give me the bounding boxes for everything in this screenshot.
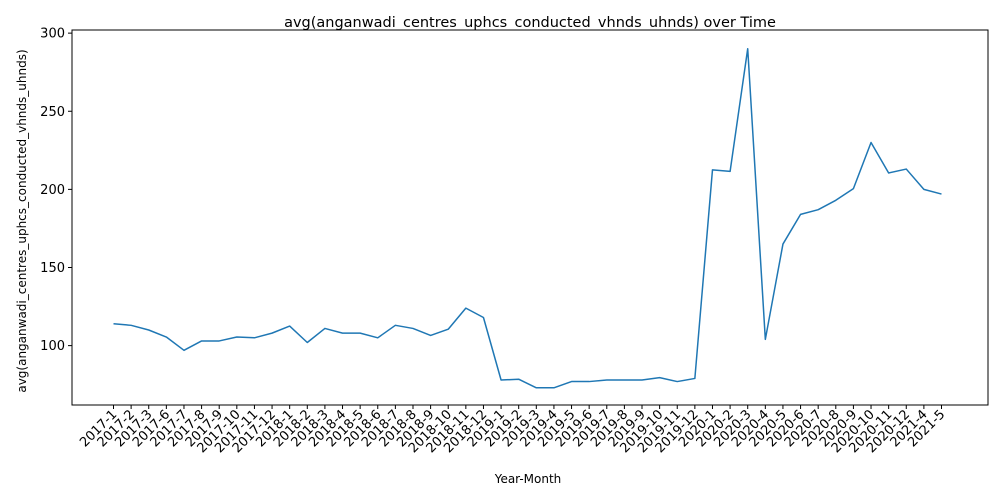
- plot-area: [113, 48, 942, 389]
- y-tick-label: 250: [40, 105, 65, 120]
- x-axis-label: Year-Month: [494, 472, 562, 486]
- y-axis-ticks: 100 150 200 250 300: [40, 27, 72, 354]
- chart-title: avg(anganwadi_centres_uphcs_conducted_vh…: [284, 15, 776, 31]
- axes-frame: [71, 29, 989, 406]
- y-tick-label: 100: [40, 339, 65, 354]
- y-axis-label: avg(anganwadi_centres_uphcs_conducted_vh…: [15, 49, 29, 392]
- y-tick-label: 200: [40, 183, 65, 198]
- y-tick-label: 300: [40, 27, 65, 42]
- y-tick-label: 150: [40, 261, 65, 276]
- x-axis-ticks: 2017-12017-22017-32017-62017-72017-82017…: [77, 405, 948, 456]
- series-line: [113, 48, 942, 389]
